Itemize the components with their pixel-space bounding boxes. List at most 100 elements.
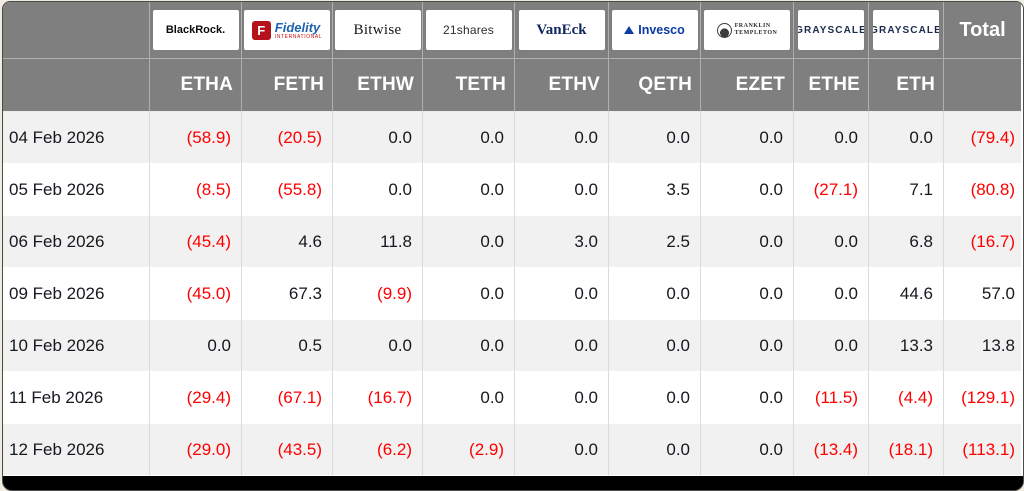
fidelity-logo-text: Fidelity INTERNATIONAL: [275, 21, 322, 40]
ticker-header-ethe: ETHE: [794, 59, 869, 112]
value-cell-ethe: (11.5): [794, 372, 869, 424]
value-cell-etha: (29.4): [150, 372, 242, 424]
value-cell-qeth: 3.5: [609, 164, 701, 216]
total-cell: 13.8: [944, 320, 1021, 372]
value-cell-ethw: (9.9): [333, 268, 423, 320]
value-cell-ethv: 0.0: [515, 112, 609, 164]
value-cell-ezet: 0.0: [701, 164, 794, 216]
date-cell: 09 Feb 2026: [3, 268, 150, 320]
issuer-header-cell: GRAYSCALE: [869, 2, 944, 59]
value-cell-ethe: 0.0: [794, 112, 869, 164]
vaneck-logo: VanEck: [518, 10, 605, 50]
value-cell-teth: 0.0: [423, 320, 515, 372]
total-cell: (80.8): [944, 164, 1021, 216]
total-cell: (113.1): [944, 424, 1021, 476]
date-header-cell: [3, 2, 150, 59]
value-cell-ethe: 0.0: [794, 216, 869, 268]
grayscale-logo: GRAYSCALE: [798, 10, 864, 50]
value-cell-feth: (20.5): [242, 112, 333, 164]
fidelity-logo: F Fidelity INTERNATIONAL: [244, 10, 330, 50]
date-cell: 10 Feb 2026: [3, 320, 150, 372]
value-cell-etha: 0.0: [150, 320, 242, 372]
franklin-templeton-logo-line: TEMPLETON: [734, 30, 778, 36]
value-cell-qeth: 0.0: [609, 268, 701, 320]
issuer-header-cell: BlackRock.: [150, 2, 242, 59]
invesco-logo-wordmark: Invesco: [638, 23, 685, 37]
ticker-total-empty-cell: [944, 59, 1021, 112]
value-cell-qeth: 0.0: [609, 372, 701, 424]
vaneck-logo-wordmark: VanEck: [536, 21, 587, 38]
value-cell-eth: 44.6: [869, 268, 944, 320]
value-cell-eth: (18.1): [869, 424, 944, 476]
value-cell-ezet: 0.0: [701, 320, 794, 372]
issuer-header-cell: 21shares: [423, 2, 515, 59]
value-cell-teth: 0.0: [423, 112, 515, 164]
issuer-header-cell: VanEck: [515, 2, 609, 59]
value-cell-ethw: 0.0: [333, 164, 423, 216]
value-cell-ezet: 0.0: [701, 268, 794, 320]
value-cell-feth: 0.5: [242, 320, 333, 372]
value-cell-ethv: 0.0: [515, 268, 609, 320]
date-cell: 12 Feb 2026: [3, 424, 150, 476]
value-cell-eth: (4.4): [869, 372, 944, 424]
value-cell-ethw: (16.7): [333, 372, 423, 424]
ticker-header-ethw: ETHW: [333, 59, 423, 112]
franklin-templeton-logo: FRANKLIN TEMPLETON: [704, 10, 790, 50]
value-cell-ethw: (6.2): [333, 424, 423, 476]
total-cell: (129.1): [944, 372, 1021, 424]
value-cell-feth: (43.5): [242, 424, 333, 476]
franklin-templeton-logo-icon: [716, 22, 732, 38]
ticker-header-ezet: EZET: [701, 59, 794, 112]
value-cell-feth: 4.6: [242, 216, 333, 268]
value-cell-ethw: 0.0: [333, 112, 423, 164]
value-cell-teth: 0.0: [423, 216, 515, 268]
value-cell-feth: 67.3: [242, 268, 333, 320]
value-cell-etha: (29.0): [150, 424, 242, 476]
bottom-bar: [3, 476, 1023, 490]
value-cell-feth: (55.8): [242, 164, 333, 216]
value-cell-etha: (45.4): [150, 216, 242, 268]
ticker-header-ethv: ETHV: [515, 59, 609, 112]
fidelity-logo-subtext: INTERNATIONAL: [274, 33, 323, 40]
grayscale-logo-wordmark: GRAYSCALE: [798, 24, 864, 36]
date-cell: 06 Feb 2026: [3, 216, 150, 268]
21shares-logo-wordmark: 21shares: [443, 23, 494, 37]
value-cell-qeth: 0.0: [609, 112, 701, 164]
value-cell-ezet: 0.0: [701, 112, 794, 164]
franklin-templeton-logo-text: FRANKLIN TEMPLETON: [735, 23, 778, 37]
value-cell-qeth: 2.5: [609, 216, 701, 268]
issuer-header-cell: GRAYSCALE: [794, 2, 869, 59]
value-cell-ethv: 0.0: [515, 320, 609, 372]
total-cell: 57.0: [944, 268, 1021, 320]
value-cell-teth: 0.0: [423, 268, 515, 320]
value-cell-teth: 0.0: [423, 372, 515, 424]
fidelity-logo-badge: F: [251, 20, 271, 40]
blackrock-logo-wordmark: BlackRock.: [165, 24, 226, 36]
value-cell-eth: 13.3: [869, 320, 944, 372]
total-cell: (79.4): [944, 112, 1021, 164]
ticker-empty-cell: [3, 59, 150, 112]
grayscale-mini-logo: GRAYSCALE: [873, 10, 939, 50]
fidelity-logo-wordmark: Fidelity: [274, 19, 321, 35]
value-cell-ethv: 0.0: [515, 424, 609, 476]
ticker-header-eth: ETH: [869, 59, 944, 112]
franklin-templeton-logo-line: FRANKLIN: [734, 22, 771, 29]
issuer-header-cell: Bitwise: [333, 2, 423, 59]
flows-table: BlackRock. F Fidelity INTERNATIONAL Bitwise 2…: [3, 2, 1023, 476]
value-cell-eth: 0.0: [869, 112, 944, 164]
value-cell-ethe: 0.0: [794, 268, 869, 320]
value-cell-qeth: 0.0: [609, 320, 701, 372]
value-cell-teth: (2.9): [423, 424, 515, 476]
value-cell-ethw: 11.8: [333, 216, 423, 268]
issuer-header-cell: Invesco: [609, 2, 701, 59]
value-cell-qeth: 0.0: [609, 424, 701, 476]
date-cell: 04 Feb 2026: [3, 112, 150, 164]
value-cell-ethw: 0.0: [333, 320, 423, 372]
invesco-logo: Invesco: [611, 10, 698, 50]
issuer-header-cell: FRANKLIN TEMPLETON: [701, 2, 794, 59]
value-cell-eth: 6.8: [869, 216, 944, 268]
value-cell-etha: (58.9): [150, 112, 242, 164]
value-cell-ethe: (13.4): [794, 424, 869, 476]
bitwise-logo: Bitwise: [334, 10, 421, 50]
